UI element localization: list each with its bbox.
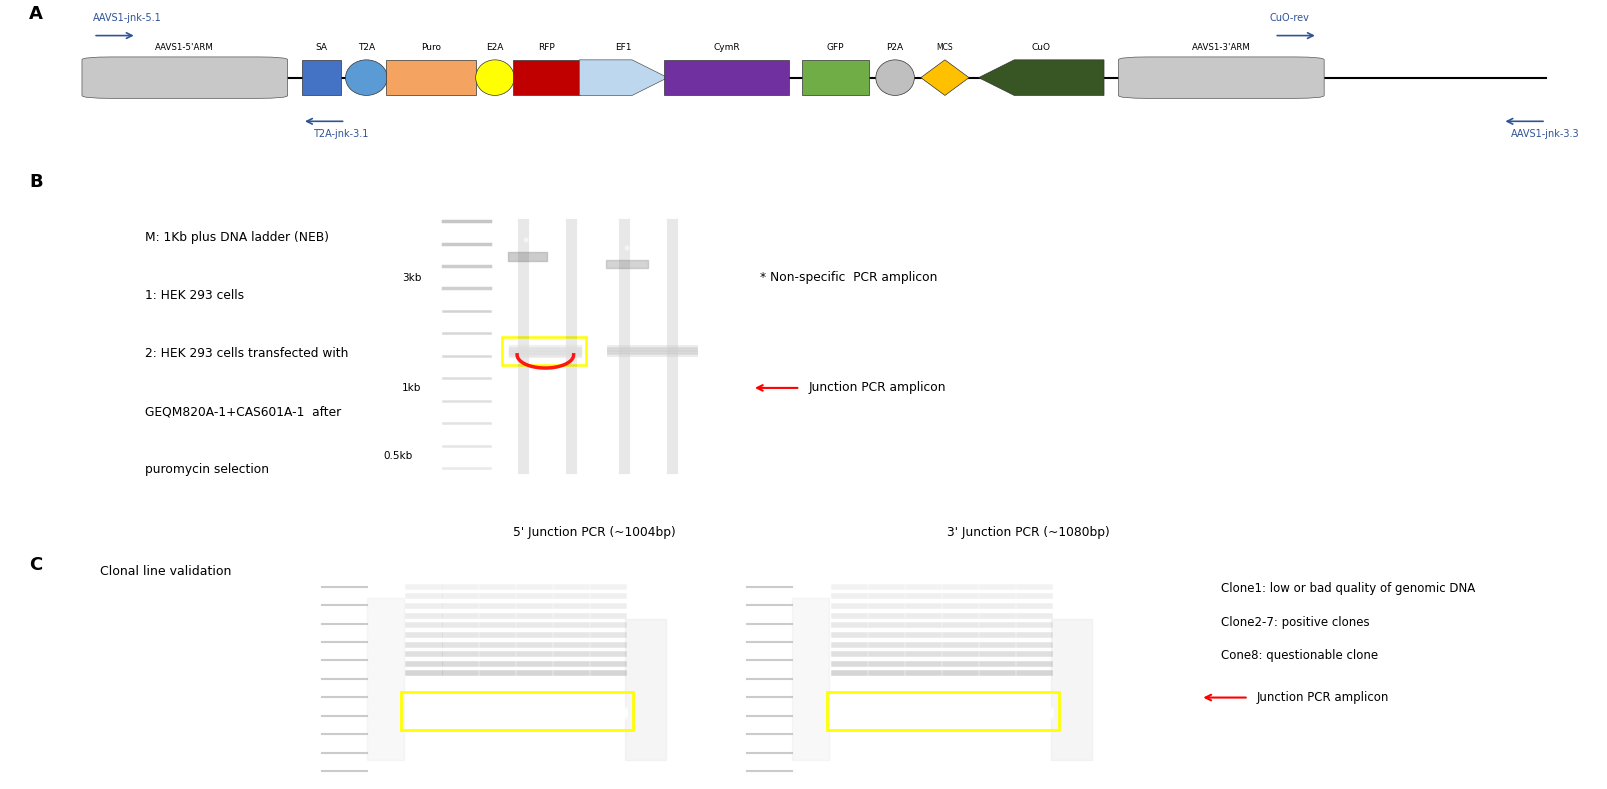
- Text: Clone1: low or bad quality of genomic DNA: Clone1: low or bad quality of genomic DN…: [1221, 582, 1475, 595]
- Text: AAVS1-5'ARM: AAVS1-5'ARM: [156, 43, 214, 52]
- Text: Junction PCR amplicon: Junction PCR amplicon: [1257, 691, 1388, 704]
- Text: M: 1Kb plus DNA ladder (NEB): M: 1Kb plus DNA ladder (NEB): [145, 231, 328, 245]
- Text: 1: 1: [805, 572, 812, 581]
- FancyBboxPatch shape: [1118, 57, 1324, 99]
- Text: 5: 5: [958, 572, 964, 581]
- Text: Junction PCR amplicon: Junction PCR amplicon: [808, 381, 947, 394]
- Text: 8: 8: [1069, 572, 1073, 581]
- Text: 2: 2: [669, 207, 675, 216]
- FancyBboxPatch shape: [513, 60, 580, 95]
- Text: 3: 3: [458, 572, 464, 581]
- Text: GEQM820A-1+CAS601A-1  after: GEQM820A-1+CAS601A-1 after: [145, 406, 341, 418]
- Text: 2: 2: [567, 207, 574, 216]
- Text: CuO: CuO: [1032, 43, 1051, 52]
- Text: 1kb: 1kb: [402, 383, 421, 393]
- Ellipse shape: [876, 60, 914, 95]
- Bar: [828, 692, 1059, 730]
- FancyBboxPatch shape: [302, 60, 341, 95]
- Text: 3' Junction PCR (~1080bp): 3' Junction PCR (~1080bp): [947, 525, 1110, 539]
- Text: M: M: [337, 572, 347, 581]
- Text: B: B: [29, 174, 42, 192]
- FancyBboxPatch shape: [664, 60, 789, 95]
- Text: AAVS1-jnk-5.1: AAVS1-jnk-5.1: [93, 13, 162, 23]
- Polygon shape: [579, 60, 669, 95]
- Text: Clonal line validation: Clonal line validation: [100, 565, 231, 578]
- Text: C: C: [29, 555, 42, 574]
- Text: E2A: E2A: [487, 43, 503, 52]
- Text: puromycin selection: puromycin selection: [145, 463, 268, 477]
- Text: 5: 5: [532, 572, 538, 581]
- Text: 5'jnk: 5'jnk: [633, 192, 662, 202]
- Bar: [402, 692, 633, 730]
- Text: P2A: P2A: [887, 43, 903, 52]
- FancyBboxPatch shape: [802, 60, 869, 95]
- Text: 2: HEK 293 cells transfected with: 2: HEK 293 cells transfected with: [145, 347, 349, 361]
- Text: SA: SA: [315, 43, 328, 52]
- Polygon shape: [979, 60, 1104, 95]
- Text: 4: 4: [495, 572, 501, 581]
- Text: A: A: [29, 5, 43, 23]
- Polygon shape: [921, 60, 969, 95]
- Text: MCS: MCS: [937, 43, 953, 52]
- Text: 3'jnk: 3'jnk: [530, 192, 558, 202]
- Text: M: M: [458, 196, 469, 206]
- Text: AAVS1-jnk-3.3: AAVS1-jnk-3.3: [1511, 129, 1580, 139]
- Text: Clone2-7: positive clones: Clone2-7: positive clones: [1221, 615, 1369, 629]
- Text: 3: 3: [884, 572, 890, 581]
- Text: 5' Junction PCR (~1004bp): 5' Junction PCR (~1004bp): [513, 525, 677, 539]
- Text: EF1: EF1: [615, 43, 632, 52]
- Text: 1: 1: [379, 572, 386, 581]
- Text: * Non-specific  PCR amplicon: * Non-specific PCR amplicon: [760, 271, 937, 284]
- Text: T2A-jnk-3.1: T2A-jnk-3.1: [313, 129, 368, 139]
- Text: *: *: [522, 236, 529, 249]
- Text: T2A: T2A: [358, 43, 374, 52]
- Text: 7: 7: [606, 572, 612, 581]
- Text: 6: 6: [569, 572, 575, 581]
- Text: CymR: CymR: [714, 43, 739, 52]
- Text: 6: 6: [995, 572, 1001, 581]
- Text: CuO-rev: CuO-rev: [1270, 13, 1310, 23]
- Ellipse shape: [346, 60, 387, 95]
- Text: M: M: [763, 572, 773, 581]
- Text: Cone8: questionable clone: Cone8: questionable clone: [1221, 649, 1379, 663]
- Text: 0.5kb: 0.5kb: [384, 451, 413, 461]
- Text: *: *: [624, 244, 630, 257]
- FancyBboxPatch shape: [82, 57, 288, 99]
- Text: GFP: GFP: [828, 43, 844, 52]
- Text: 1: 1: [519, 207, 527, 216]
- Text: 3kb: 3kb: [402, 273, 421, 282]
- Text: AAVS1-3'ARM: AAVS1-3'ARM: [1192, 43, 1250, 52]
- Text: Puro: Puro: [421, 43, 440, 52]
- Text: 4: 4: [921, 572, 927, 581]
- Text: 1: 1: [620, 207, 627, 216]
- Text: RFP: RFP: [538, 43, 554, 52]
- Text: 2: 2: [421, 572, 427, 581]
- Text: 2: 2: [847, 572, 853, 581]
- Text: 7: 7: [1032, 572, 1038, 581]
- Ellipse shape: [476, 60, 514, 95]
- Text: 8: 8: [643, 572, 648, 581]
- FancyBboxPatch shape: [386, 60, 476, 95]
- Text: 1: HEK 293 cells: 1: HEK 293 cells: [145, 290, 244, 302]
- Bar: [503, 337, 585, 365]
